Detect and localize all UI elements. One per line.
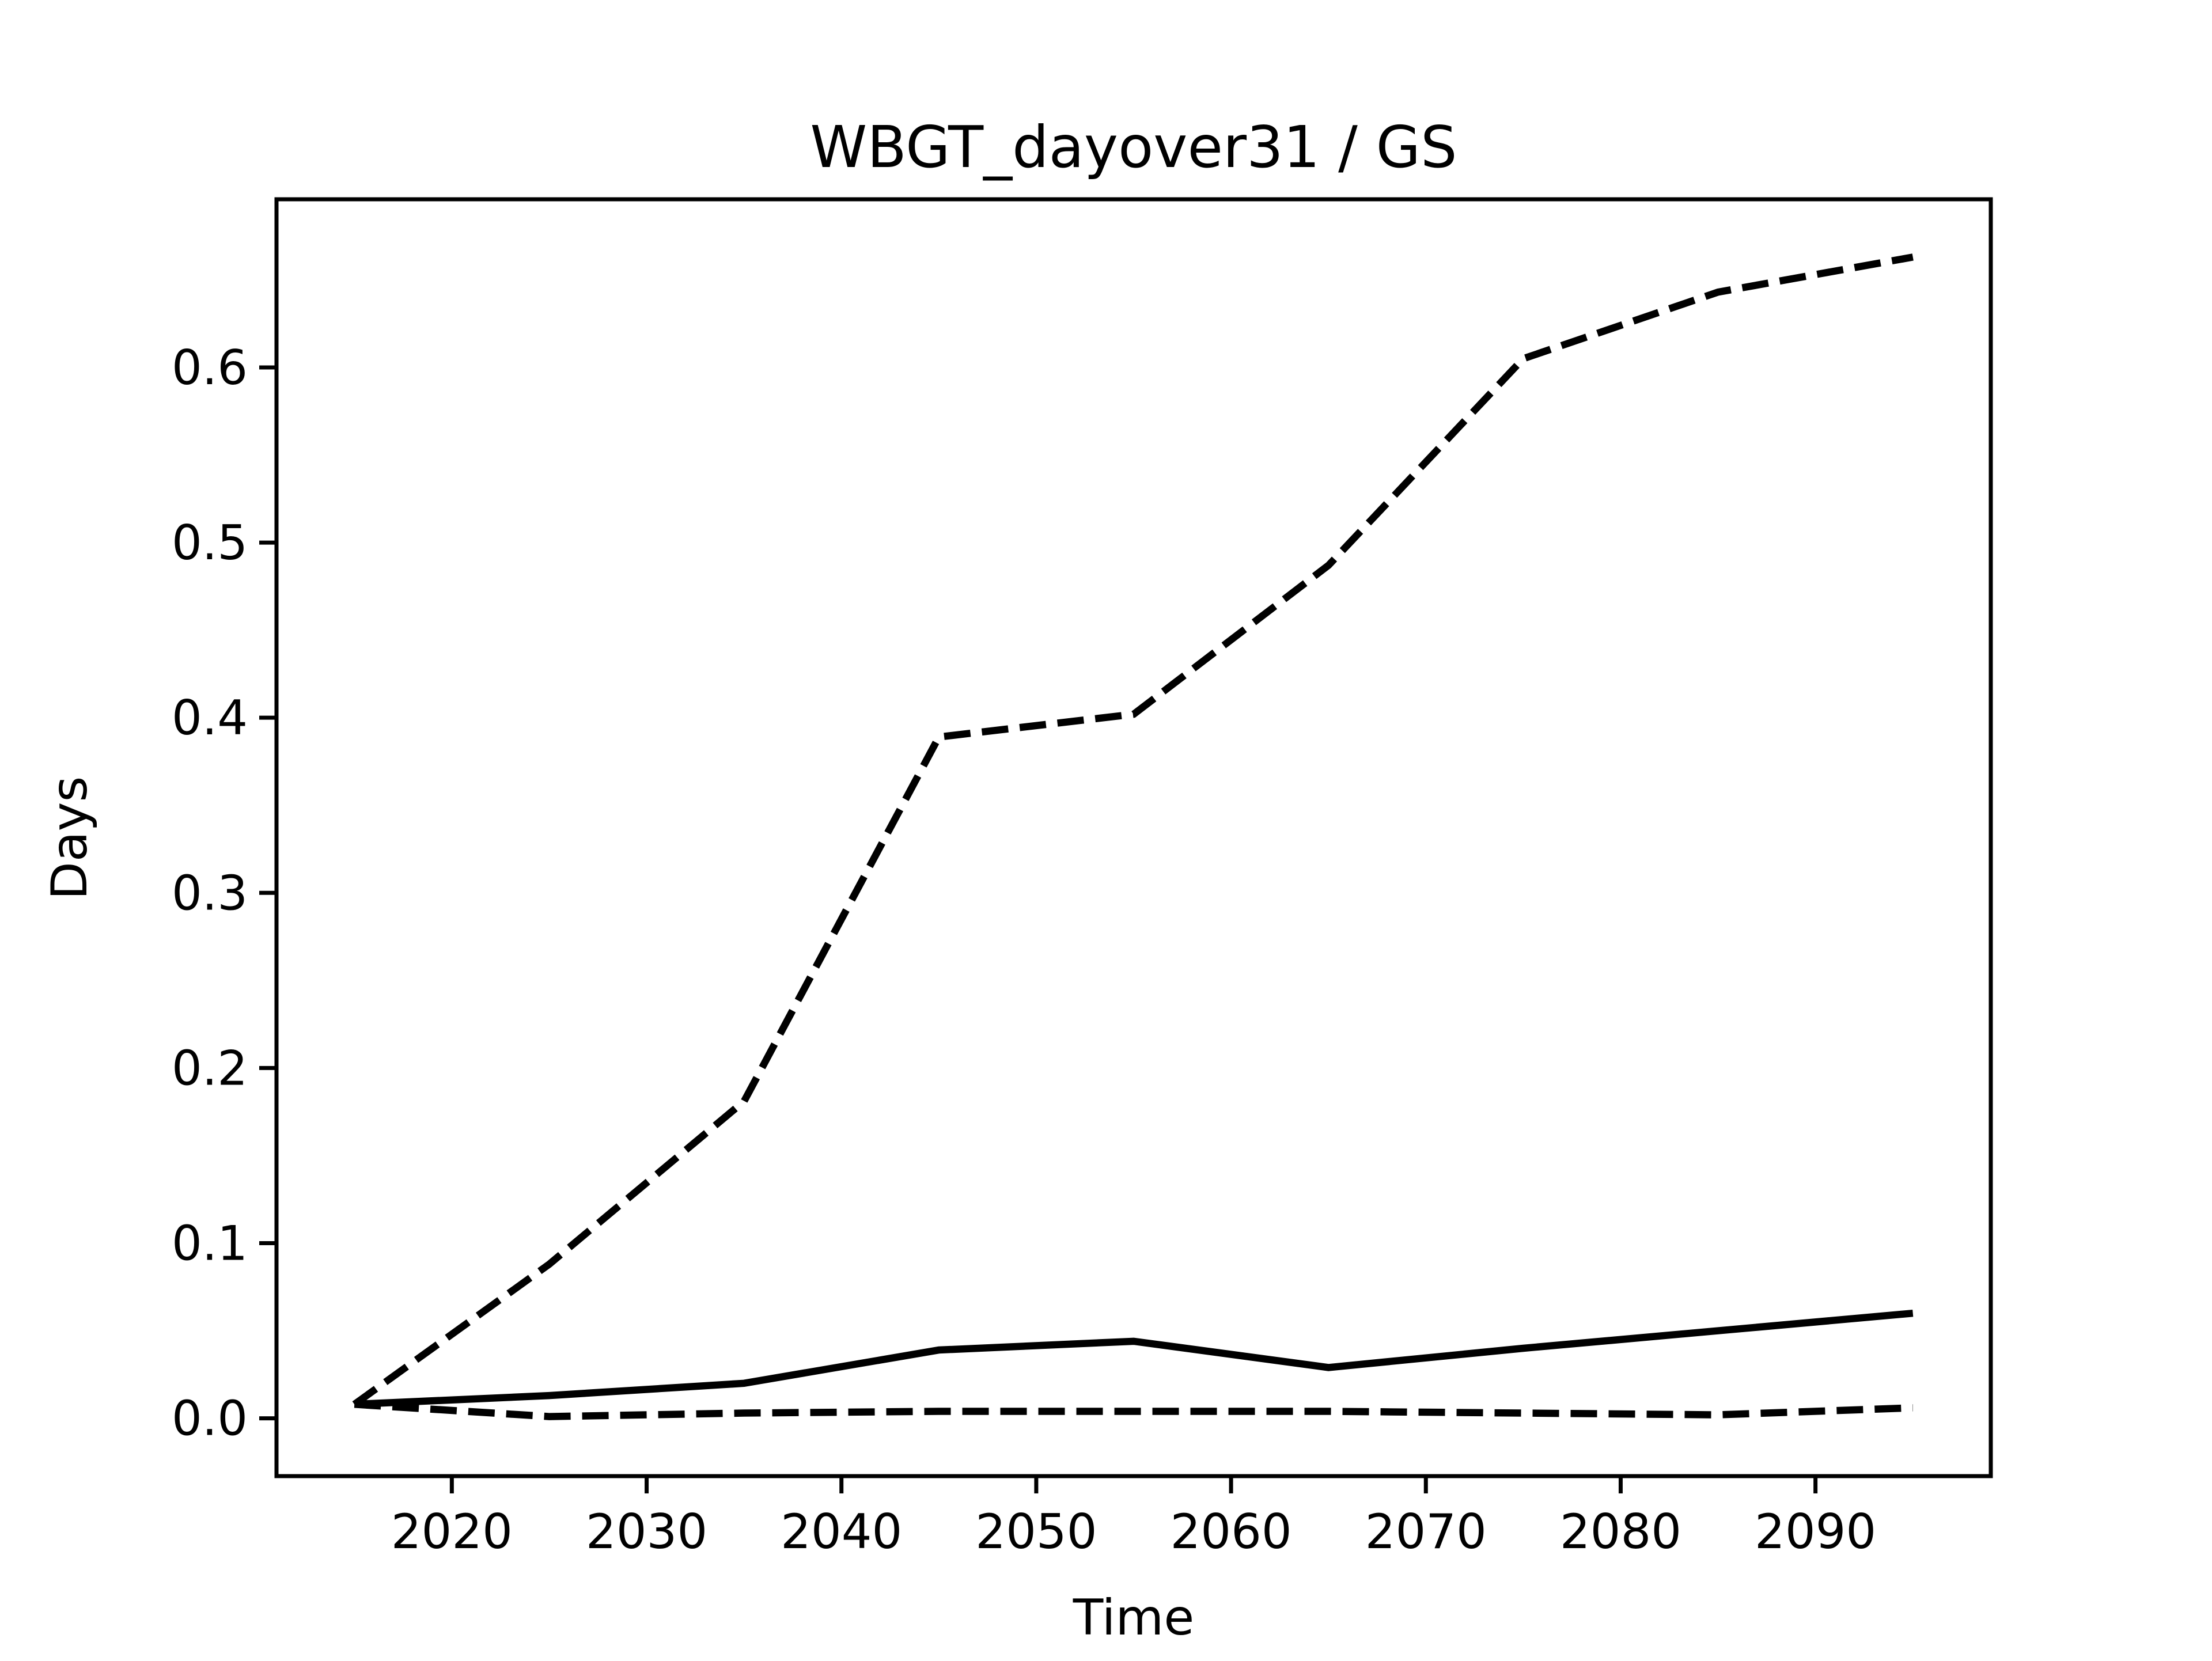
series-lines — [352, 253, 1914, 1420]
x-tick-label: 2020 — [391, 1504, 513, 1560]
x-tick-label: 2050 — [975, 1504, 1097, 1560]
y-tick-label: 0.5 — [172, 515, 248, 571]
y-tick-label: 0.3 — [172, 865, 248, 921]
x-tick-label: 2060 — [1170, 1504, 1291, 1560]
y-axis-ticks: 0.0 0.1 0.2 0.3 0.4 0.5 0.6 — [172, 340, 276, 1447]
x-tick-label: 2040 — [781, 1504, 902, 1560]
y-tick-label: 0.1 — [172, 1216, 248, 1272]
x-axis-label: Time — [1073, 1589, 1194, 1647]
plot-area-frame — [274, 197, 1993, 1478]
x-tick-label: 2030 — [586, 1504, 707, 1560]
series-line-upper-bound-dashed — [352, 253, 1914, 1408]
x-tick-label: 2080 — [1560, 1504, 1681, 1560]
series-line-lower-bound-dashed — [354, 1401, 1913, 1420]
chart-title: WBGT_dayover31 / GS — [810, 113, 1457, 181]
y-tick-label: 0.4 — [172, 690, 248, 746]
x-tick-label: 2090 — [1755, 1504, 1876, 1560]
y-tick-label: 0.0 — [172, 1391, 248, 1447]
x-tick-label: 2070 — [1365, 1504, 1487, 1560]
y-tick-label: 0.6 — [172, 340, 248, 396]
x-axis-ticks: 2020 2030 2040 2050 2060 2070 2080 2090 — [391, 1476, 1876, 1560]
series-line-central-solid — [354, 1309, 1914, 1408]
y-tick-label: 0.2 — [172, 1040, 248, 1096]
y-axis-label: Days — [41, 776, 99, 900]
